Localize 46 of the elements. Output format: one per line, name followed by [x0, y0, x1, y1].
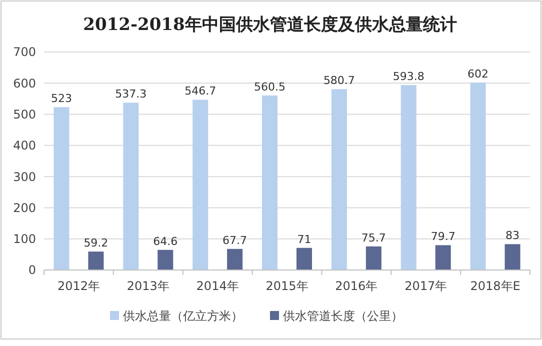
legend-label: 供水总量（亿立方米）: [123, 309, 243, 323]
bar: [262, 95, 278, 270]
x-tick-label: 2016年: [335, 279, 378, 293]
y-tick-label: 300: [13, 170, 36, 184]
x-tick-label: 2013年: [126, 279, 170, 293]
data-label: 580.7: [323, 74, 355, 88]
legend-label: 供水管道长度（公里）: [283, 309, 403, 323]
data-label: 79.7: [430, 230, 456, 244]
y-tick-label: 100: [13, 232, 36, 246]
x-tick-label: 2015年: [266, 279, 308, 293]
bar: [435, 245, 451, 270]
y-tick-label: 700: [13, 45, 36, 60]
bar: [88, 252, 104, 270]
data-label: 64.6: [153, 234, 178, 248]
x-tick-label: 2018年E: [470, 279, 520, 293]
data-label: 59.2: [84, 236, 108, 250]
data-label: 546.7: [184, 84, 216, 98]
bar: [470, 82, 486, 270]
y-tick-label: 400: [13, 138, 36, 153]
data-label: 75.7: [361, 231, 386, 244]
bar: [54, 107, 70, 270]
data-label: 593.8: [392, 70, 424, 84]
data-label: 67.7: [222, 234, 248, 247]
data-label: 523: [50, 92, 72, 106]
y-tick-label: 600: [13, 76, 36, 90]
bar: [331, 89, 347, 270]
bar: [504, 244, 520, 270]
bar: [158, 250, 174, 270]
bar: [296, 248, 312, 270]
data-label: 560.5: [254, 80, 286, 94]
bar: [227, 248, 243, 270]
data-label: 602: [468, 68, 489, 81]
x-tick-label: 2014年: [196, 279, 239, 293]
y-tick-label: 500: [13, 107, 36, 122]
bar: [123, 102, 139, 270]
chart-title: 2012-2018年中国供水管道长度及供水总量统计: [83, 15, 457, 35]
data-label: 537.3: [115, 88, 147, 101]
y-tick-label: 200: [13, 200, 36, 215]
bar: [366, 246, 382, 270]
bar: [400, 85, 416, 270]
y-tick-label: 0: [28, 263, 36, 278]
x-tick-label: 2012年: [57, 279, 100, 293]
x-tick-label: 2017年: [404, 279, 448, 293]
bar: [192, 100, 208, 270]
data-label: 71: [297, 232, 312, 246]
data-label: 83: [506, 229, 520, 242]
